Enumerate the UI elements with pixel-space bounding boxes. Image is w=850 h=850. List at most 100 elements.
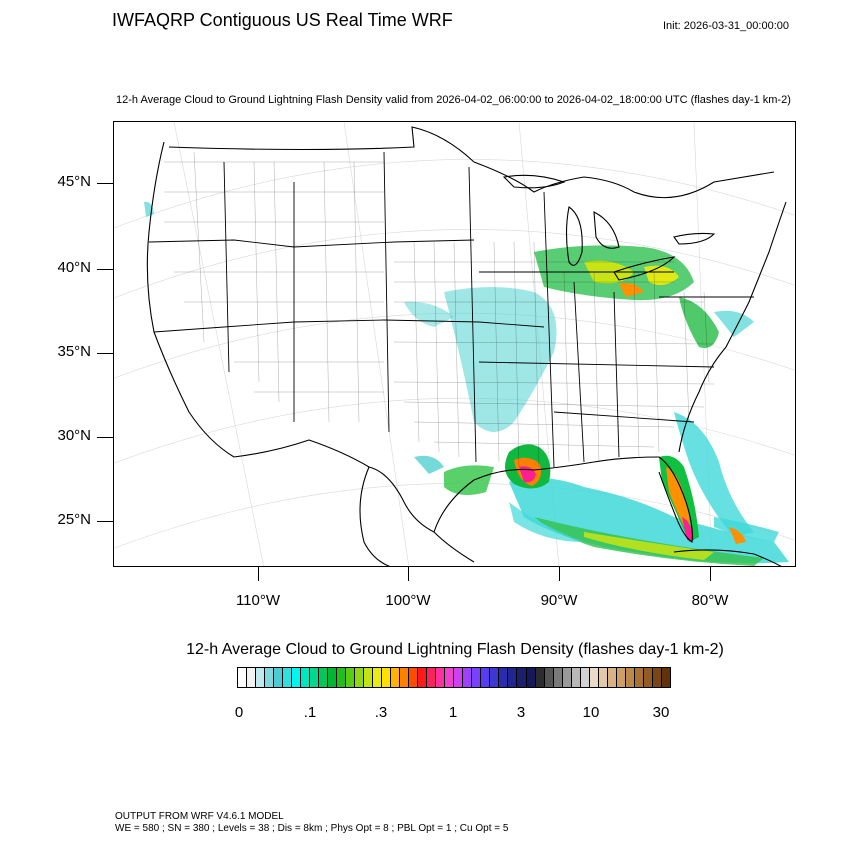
colorbar-swatch [409, 668, 419, 687]
lake-superior [502, 174, 566, 189]
state-line [613, 291, 620, 458]
lon-label: 80°W [691, 592, 729, 609]
colorbar-swatch [616, 668, 626, 687]
colorbar [237, 667, 671, 688]
colorbar-swatch [580, 668, 590, 687]
lat-label: 35°N [57, 343, 91, 360]
page-title: IWFAQRP Contiguous US Real Time WRF [112, 10, 453, 30]
graticule [114, 122, 795, 566]
graticule-line [173, 122, 264, 566]
colorbar-swatch [508, 668, 518, 687]
colorbar-swatch [553, 668, 563, 687]
colorbar-swatch [589, 668, 599, 687]
county-grid [413, 241, 710, 468]
colorbar-swatch [643, 668, 653, 687]
colorbar-swatch [436, 668, 446, 687]
shading-area [679, 297, 719, 348]
shading-area [714, 517, 779, 542]
colorbar-swatch [517, 668, 527, 687]
colorbar-swatch [301, 668, 311, 687]
colorbar-tick-label: 0 [234, 704, 244, 721]
colorbar-swatch [427, 668, 437, 687]
map-svg [114, 122, 795, 566]
colorbar-tick-label: .3 [374, 704, 388, 721]
state-line [553, 411, 695, 423]
lake-michigan [565, 206, 583, 266]
colorbar-swatch [463, 668, 473, 687]
colorbar-swatch [364, 668, 374, 687]
shading-area [729, 527, 746, 544]
lat-tick [97, 437, 113, 438]
colorbar-swatch [499, 668, 509, 687]
colorbar-swatch [283, 668, 293, 687]
lon-tick [559, 567, 560, 581]
colorbar-swatch [634, 668, 644, 687]
init-time-label: Init: 2026-03-31_00:00:00 [663, 20, 789, 32]
florida-coastline [658, 456, 693, 543]
county-grid [393, 261, 715, 448]
shading-area [509, 478, 789, 564]
colorbar-swatch [652, 668, 662, 687]
colorbar-title: 12-h Average Cloud to Ground Lightning F… [186, 641, 724, 658]
colorbar-swatch [373, 668, 383, 687]
lat-tick [97, 183, 113, 184]
colorbar-swatch [274, 668, 284, 687]
us-mexico-border [233, 439, 435, 533]
shading-area [714, 310, 754, 337]
shading-area [674, 412, 754, 537]
county-lines [164, 151, 715, 468]
us-canada-border [168, 126, 775, 199]
colorbar-swatch [238, 668, 248, 687]
colorbar-swatch [346, 668, 356, 687]
state-line [543, 191, 555, 468]
shading-area [509, 502, 584, 542]
colorbar-swatch [661, 668, 670, 687]
lon-tick [710, 567, 711, 581]
lon-label: 100°W [385, 592, 431, 609]
lat-tick [97, 269, 113, 270]
colorbar-swatch [355, 668, 365, 687]
colorbar-swatch [265, 668, 275, 687]
lake-erie [613, 256, 676, 281]
colorbar-swatch [625, 668, 635, 687]
mexico-coastline [359, 466, 391, 566]
colorbar-swatch [445, 668, 455, 687]
shading-area [584, 532, 714, 560]
colorbar-tick-label: 10 [582, 704, 600, 721]
model-info-line-2: WE = 580 ; SN = 380 ; Levels = 38 ; Dis … [115, 823, 509, 834]
county-grid [193, 151, 360, 423]
colorbar-swatch [310, 668, 320, 687]
west-coastline [146, 141, 235, 458]
cuba-coastline [673, 549, 782, 566]
colorbar-swatch [562, 668, 572, 687]
colorbar-tick-label: .1 [303, 704, 317, 721]
shading-area [414, 455, 444, 474]
colorbar-swatch [247, 668, 257, 687]
colorbar-swatch [454, 668, 464, 687]
lat-label: 40°N [57, 259, 91, 276]
shading-area [682, 517, 694, 540]
mexico-gulf-coast [433, 531, 475, 563]
county-grid [164, 161, 384, 393]
graticule-line [114, 229, 795, 299]
lon-tick [408, 567, 409, 581]
lat-label: 30°N [57, 427, 91, 444]
colorbar-tick-label: 3 [516, 704, 526, 721]
colorbar-swatch [400, 668, 410, 687]
colorbar-swatch [571, 668, 581, 687]
model-info-line-1: OUTPUT FROM WRF V4.6.1 MODEL [115, 811, 284, 822]
colorbar-swatch [607, 668, 617, 687]
plot-subtitle: 12-h Average Cloud to Ground Lightning F… [116, 94, 791, 106]
colorbar-swatch [382, 668, 392, 687]
colorbar-tick-label: 30 [652, 704, 670, 721]
lake-huron [593, 211, 620, 249]
boundaries [146, 126, 787, 566]
shading-area [444, 287, 557, 432]
graticule-line [114, 159, 795, 229]
gulf-coastline [433, 456, 660, 533]
state-line [148, 239, 475, 248]
lat-tick [97, 521, 113, 522]
graticule-line [343, 122, 410, 566]
colorbar-swatch [319, 668, 329, 687]
state-line [573, 281, 585, 463]
